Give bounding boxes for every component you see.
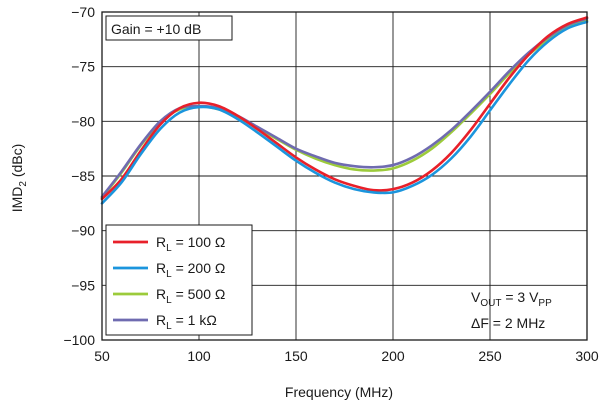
y-tick-label: −100 [63,332,95,348]
series-line-1 [100,16,589,201]
y-tick-label: −70 [71,4,95,20]
x-tick-label: 250 [478,348,502,364]
series-line-2 [100,20,589,205]
legend-label: RL = 500 Ω [156,286,225,306]
x-axis-label: Frequency (MHz) [285,384,393,400]
y-tick-label: −75 [71,59,95,75]
legend-label: RL = 200 Ω [156,260,225,280]
y-tick-labels: −70 −75 −80 −85 −90 −95 −100 [63,4,95,348]
gain-note: Gain = +10 dB [105,15,233,41]
x-tick-label: 100 [187,348,211,364]
legend-label: RL = 1 kΩ [156,312,217,332]
conditions-line-2: ΔF = 2 MHz [471,315,545,331]
y-tick-label: −90 [71,223,95,239]
y-axis-label-sub: 2 [18,181,29,187]
y-tick-label: −95 [71,277,95,293]
series-layer [100,16,589,205]
plot-frame [101,11,588,341]
y-axis-label: IMD2 (dBc) [9,144,29,213]
conditions-line-1: VOUT = 3 VPP [471,289,552,309]
gain-note-box [105,15,233,41]
y-tick-label: −80 [71,113,95,129]
x-tick-labels: 50 100 150 200 250 300 [94,348,599,364]
cond-v: V [471,289,481,305]
conditions-note: VOUT = 3 VPP ΔF = 2 MHz [471,289,552,331]
cond-eq: = 3 V [501,289,539,305]
grid [102,12,587,340]
x-tick-label: 200 [381,348,405,364]
cond-pp: PP [538,298,552,309]
cond-out: OUT [480,298,501,309]
y-axis-label-main: IMD [9,187,25,213]
gain-note-text: Gain = +10 dB [111,21,201,37]
legend: RL = 100 Ω RL = 200 Ω RL = 500 Ω RL = 1 kΩ [105,224,253,336]
y-axis-label-unit: (dBc) [9,144,25,181]
legend-label: RL = 100 Ω [156,234,225,254]
x-tick-label: 50 [94,348,110,364]
y-tick-label: −85 [71,168,95,184]
x-tick-label: 300 [575,348,599,364]
x-tick-label: 150 [284,348,308,364]
series-line-4 [100,17,589,199]
